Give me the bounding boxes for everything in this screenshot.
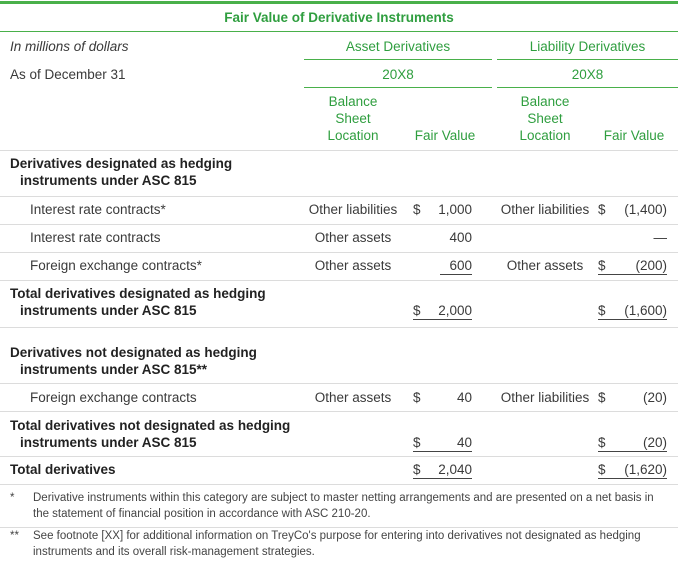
fair-value: (1,620) bbox=[624, 462, 667, 477]
location: Other assets bbox=[314, 258, 392, 273]
row-separator bbox=[0, 383, 678, 384]
top-rule bbox=[0, 1, 678, 4]
underline bbox=[598, 451, 667, 452]
column-header: Balance Sheet Location bbox=[327, 94, 379, 143]
year-rule bbox=[304, 87, 492, 88]
fair-value: (1,400) bbox=[624, 202, 667, 217]
row-separator bbox=[0, 456, 678, 457]
column-header: Balance Sheet Location bbox=[519, 94, 571, 143]
liability-group: Liability Derivatives bbox=[529, 39, 646, 54]
footnote-separator bbox=[0, 527, 678, 528]
fair-value: (20) bbox=[642, 435, 667, 450]
footnote-text: See footnote [XX] for additional informa… bbox=[33, 530, 641, 558]
row-separator bbox=[0, 150, 678, 151]
as-of: As of December 31 bbox=[10, 67, 126, 82]
currency: $ bbox=[413, 462, 421, 477]
currency: $ bbox=[598, 390, 606, 405]
fair-value: 1,000 bbox=[438, 202, 472, 217]
underline bbox=[598, 478, 667, 479]
asset-group: Asset Derivatives bbox=[345, 39, 451, 54]
row-separator bbox=[0, 484, 678, 485]
underline bbox=[413, 478, 472, 479]
location: Other assets bbox=[506, 258, 584, 273]
table-title: Fair Value of Derivative Instruments bbox=[224, 10, 454, 25]
underline bbox=[413, 451, 472, 452]
fair-value: 40 bbox=[456, 435, 472, 450]
row-separator bbox=[0, 411, 678, 412]
fair-value: 2,040 bbox=[438, 462, 472, 477]
row-label: Foreign exchange contracts* bbox=[30, 258, 202, 273]
currency: $ bbox=[598, 462, 606, 477]
currency: $ bbox=[598, 202, 606, 217]
fair-value: (20) bbox=[642, 390, 667, 405]
row-label: Foreign exchange contracts bbox=[30, 390, 197, 405]
fair-value: 600 bbox=[449, 258, 472, 273]
footnote-mark: ** bbox=[10, 530, 19, 542]
underline bbox=[440, 274, 472, 275]
group-rule bbox=[497, 59, 678, 60]
currency: $ bbox=[413, 435, 421, 450]
footnote-mark: * bbox=[10, 492, 15, 504]
column-header: Fair Value bbox=[603, 128, 665, 143]
underline bbox=[598, 319, 667, 320]
fair-value: 2,000 bbox=[438, 303, 472, 318]
underline bbox=[598, 274, 667, 275]
row-heading: Derivatives designated as hedging instru… bbox=[10, 156, 233, 188]
column-header: Fair Value bbox=[414, 128, 476, 143]
units: In millions of dollars bbox=[10, 39, 129, 54]
row-separator bbox=[0, 224, 678, 225]
location: Other liabilities bbox=[308, 202, 398, 217]
currency: $ bbox=[413, 303, 421, 318]
fair-value: 40 bbox=[456, 390, 472, 405]
fair-value: — bbox=[653, 230, 668, 245]
row-label: Interest rate contracts bbox=[30, 230, 161, 245]
currency: $ bbox=[598, 303, 606, 318]
currency: $ bbox=[598, 258, 606, 273]
row-heading: Derivatives not designated as hedging in… bbox=[10, 345, 257, 377]
row-heading: Total derivatives bbox=[10, 462, 116, 477]
asset-year: 20X8 bbox=[382, 67, 414, 82]
liability-year: 20X8 bbox=[571, 67, 604, 82]
row-separator bbox=[0, 280, 678, 281]
footnote-text: Derivative instruments within this categ… bbox=[33, 492, 654, 520]
location: Other liabilities bbox=[500, 202, 590, 217]
currency: $ bbox=[413, 202, 421, 217]
row-heading: Total derivatives not designated as hedg… bbox=[10, 418, 291, 450]
fair-value: 400 bbox=[449, 230, 472, 245]
location: Other liabilities bbox=[500, 390, 590, 405]
year-rule bbox=[497, 87, 678, 88]
title-rule bbox=[0, 31, 678, 32]
row-heading: Total derivatives designated as hedging … bbox=[10, 286, 266, 318]
location: Other assets bbox=[314, 390, 392, 405]
row-separator bbox=[0, 252, 678, 253]
fair-value: (1,600) bbox=[624, 303, 667, 318]
fair-value: (200) bbox=[635, 258, 667, 273]
row-label: Interest rate contracts* bbox=[30, 202, 166, 217]
currency: $ bbox=[413, 390, 421, 405]
row-separator bbox=[0, 327, 678, 328]
group-rule bbox=[304, 59, 492, 60]
location: Other assets bbox=[314, 230, 392, 245]
row-separator bbox=[0, 196, 678, 197]
underline bbox=[413, 319, 472, 320]
currency: $ bbox=[598, 435, 606, 450]
